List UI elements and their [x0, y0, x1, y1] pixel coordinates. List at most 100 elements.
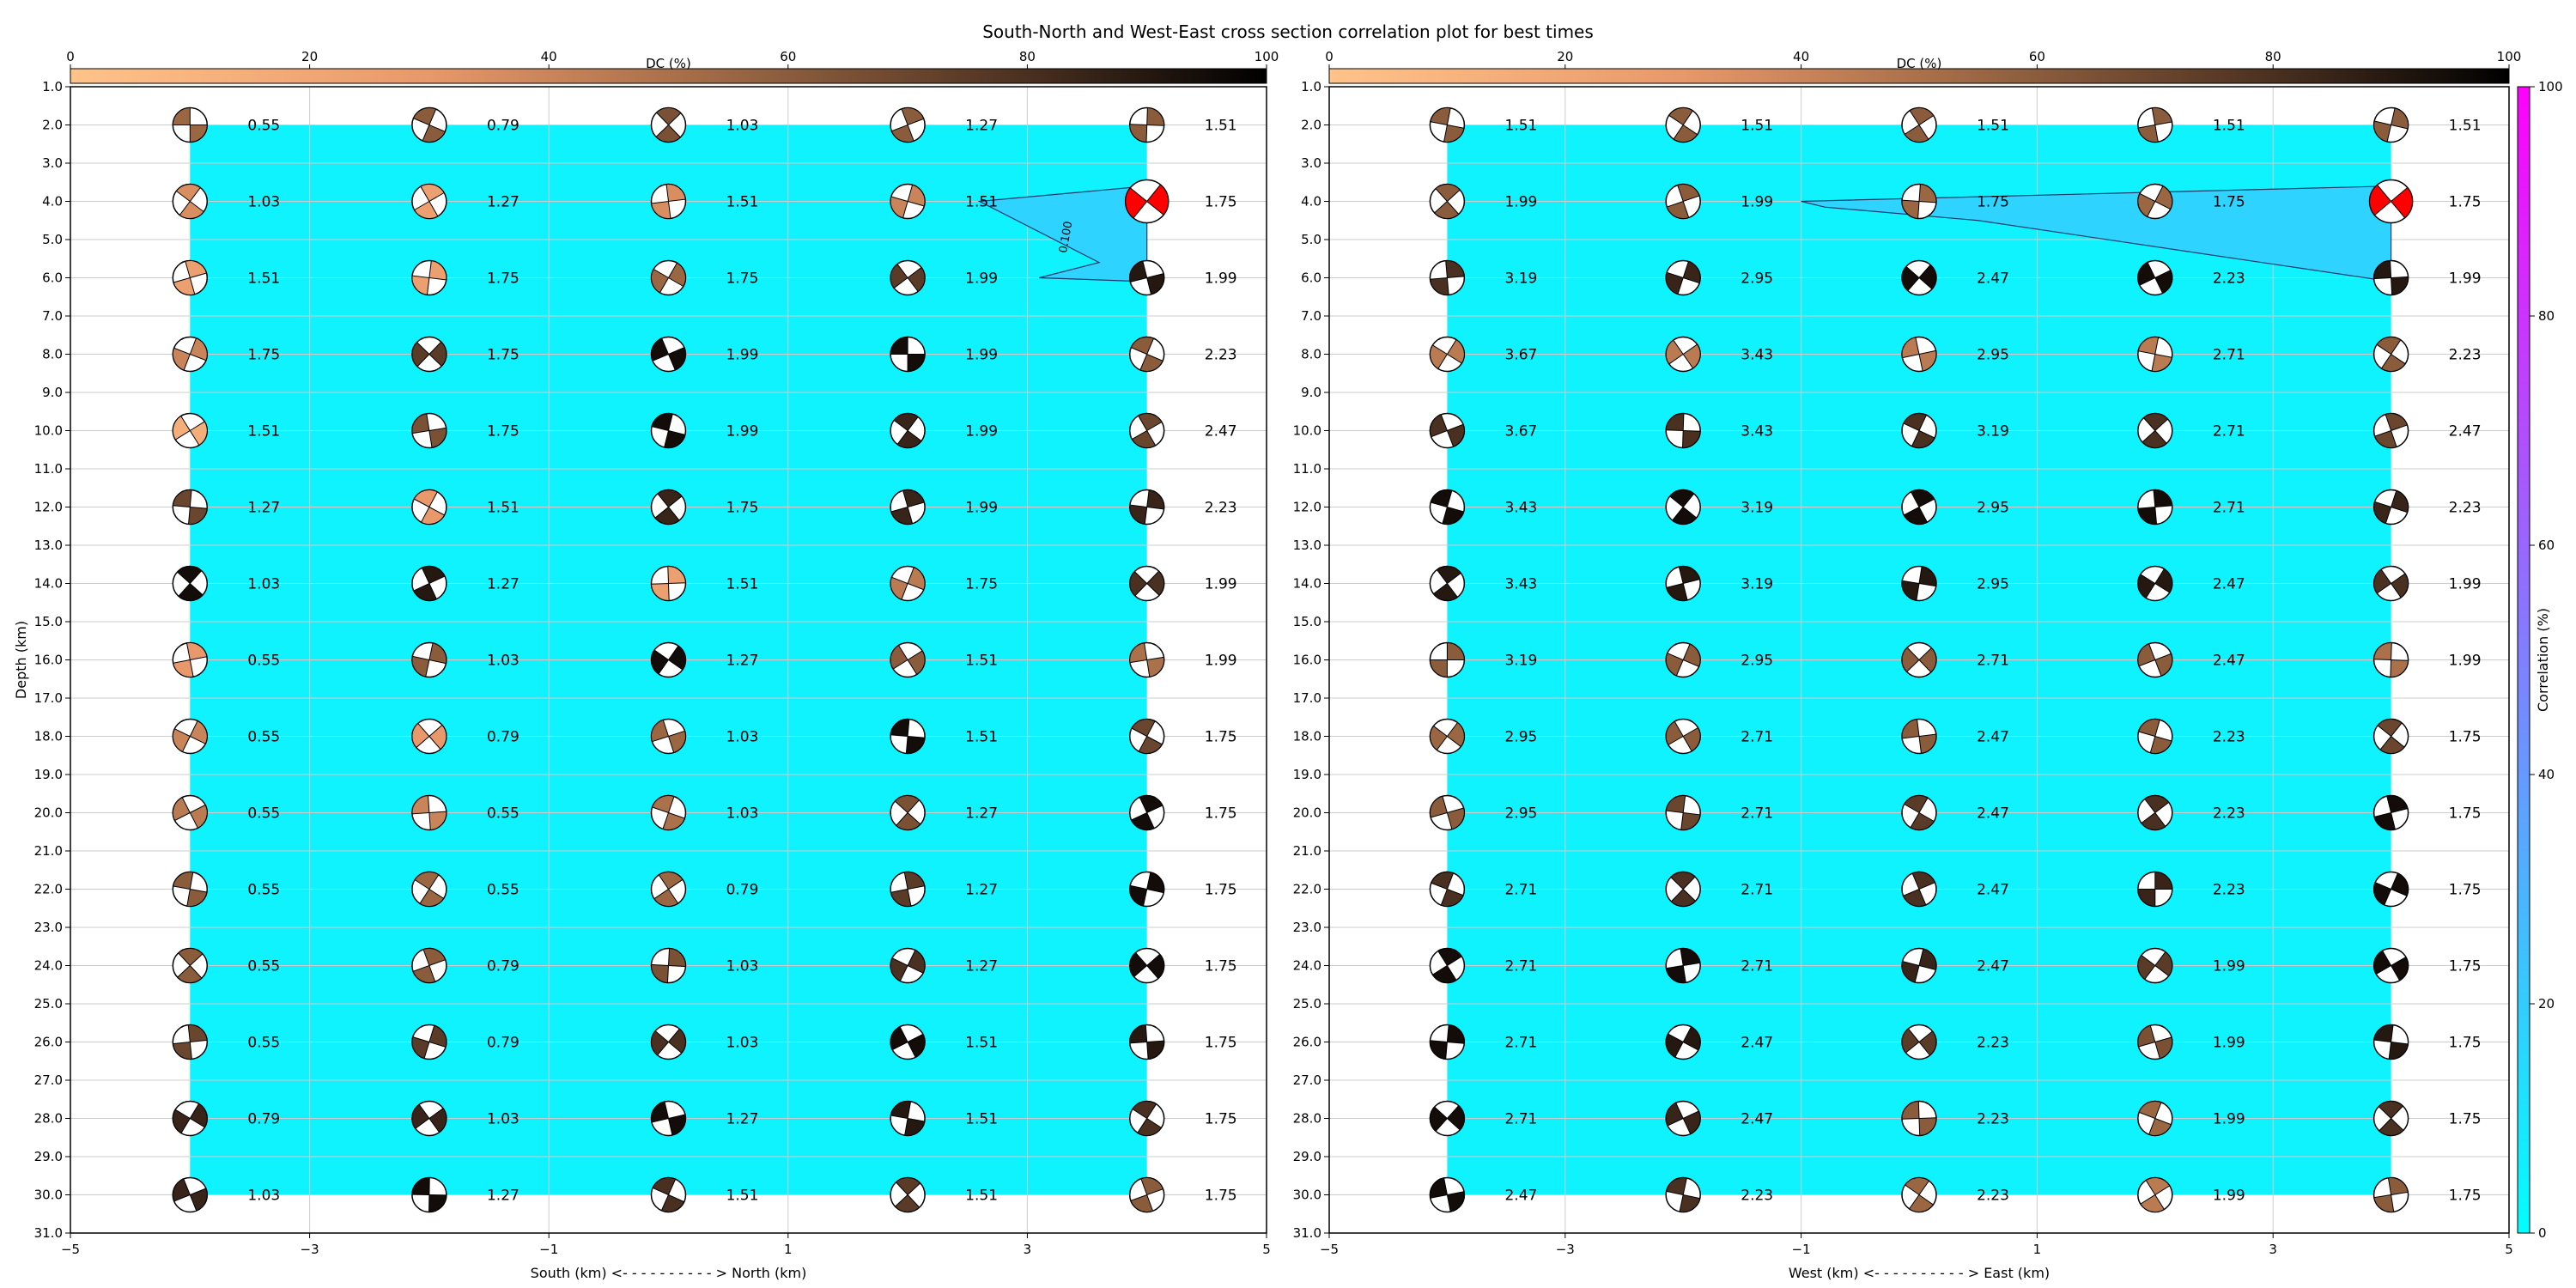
beachball-compression — [1901, 337, 1920, 359]
beachball-compression — [1904, 124, 1929, 143]
beachball-compression — [1139, 795, 1163, 814]
focal-mechanism — [650, 565, 687, 602]
y-tick-label: 31.0 — [1293, 1225, 1321, 1241]
time-label: 1.51 — [965, 653, 998, 670]
focal-mechanism — [1429, 412, 1466, 449]
focal-mechanism — [2137, 336, 2173, 373]
x-tick-label: −5 — [1320, 1242, 1339, 1257]
focal-mechanism — [2372, 641, 2409, 678]
beachball-compression — [414, 872, 440, 890]
time-label: 0.55 — [487, 805, 519, 823]
beachball-compression — [651, 337, 670, 361]
focal-mechanism — [2372, 718, 2409, 755]
time-label: 1.75 — [487, 347, 519, 364]
beachball-compression — [902, 489, 925, 508]
focal-mechanism — [1429, 565, 1466, 602]
time-label: 1.99 — [965, 500, 998, 517]
beachball-compression — [179, 200, 204, 219]
y-tick-label: 5.0 — [42, 232, 63, 247]
beachball-compression — [1904, 1177, 1930, 1196]
focal-mechanism — [1665, 412, 1701, 449]
beachball-compression — [2390, 573, 2409, 598]
time-label: 1.51 — [1741, 118, 1773, 135]
beachball-compression — [2154, 270, 2173, 295]
y-tick-label: 2.0 — [42, 118, 63, 133]
focal-mechanism — [1128, 412, 1165, 449]
time-label: 2.71 — [1504, 882, 1537, 899]
figure-title: South-North and West-East cross section … — [982, 21, 1594, 42]
beachball-compression — [1901, 1028, 1920, 1054]
beachball-compression — [2369, 184, 2392, 216]
panel-west-east: 1.0 2.0 3.0 4.0 5.0 6.0 7.0 8.0 9.0 10.0 11.0 12.0 1… — [1293, 49, 2522, 1281]
time-label: 2.23 — [2213, 270, 2245, 288]
beachball-compression — [1130, 1194, 1154, 1212]
focal-mechanism — [1665, 565, 1701, 602]
beachball-compression — [655, 107, 682, 126]
beachball-compression — [412, 964, 436, 983]
beachball-compression — [2391, 107, 2409, 130]
beachball-compression — [419, 888, 445, 907]
beachball-compression — [1666, 200, 1690, 219]
time-label: 2.23 — [2449, 347, 2482, 364]
beachball-compression — [2141, 811, 2166, 830]
beachball-compression — [421, 566, 446, 585]
beachball-compression — [2151, 107, 2173, 126]
time-label: 1.75 — [487, 423, 519, 440]
focal-mechanism — [890, 489, 926, 526]
time-label: 1.27 — [965, 958, 998, 975]
y-tick-label: 19.0 — [34, 767, 63, 782]
beachball-compression — [173, 871, 194, 890]
time-label: 0.79 — [726, 882, 759, 899]
time-label: 0.55 — [487, 882, 519, 899]
time-label: 0.55 — [247, 882, 280, 899]
beachball-compression — [173, 276, 196, 295]
time-label: 1.99 — [2213, 958, 2245, 975]
contour-region — [1801, 185, 2392, 283]
beachball-compression — [1680, 811, 1701, 830]
beachball-compression — [1910, 489, 1935, 508]
time-label: 2.23 — [1977, 1188, 2009, 1205]
x-tick-label: 5 — [2505, 1242, 2513, 1257]
beachball-compression — [895, 1177, 921, 1196]
beachball-compression — [665, 184, 686, 203]
focal-mechanism — [2137, 259, 2173, 296]
time-label: 1.75 — [2449, 805, 2482, 823]
beachball-compression — [1668, 489, 1695, 508]
dc-colorbar-label: DC (%) — [646, 56, 691, 71]
beachball-compression — [651, 719, 670, 743]
time-label: 2.23 — [2213, 805, 2245, 823]
y-tick-label: 4.0 — [42, 194, 63, 210]
beachball-compression — [896, 429, 922, 448]
focal-mechanism — [411, 1100, 447, 1137]
time-label: 2.47 — [1741, 1035, 1773, 1052]
time-label: 2.71 — [1504, 1111, 1537, 1128]
beachball-compression — [667, 645, 686, 671]
beachball-compression — [2145, 1177, 2171, 1196]
y-tick-label: 11.0 — [34, 461, 63, 477]
focal-mechanism — [650, 489, 687, 526]
beachball-compression — [907, 354, 926, 373]
beachball-compression — [1902, 888, 1927, 907]
focal-mechanism — [650, 718, 687, 755]
focal-mechanism — [1665, 871, 1701, 908]
focal-mechanism — [650, 947, 687, 984]
y-tick-label: 15.0 — [34, 614, 63, 629]
beachball-compression — [1668, 107, 1694, 126]
beachball-compression — [2154, 871, 2173, 890]
corr-tick-label: 20 — [2538, 996, 2555, 1012]
y-tick-label: 3.0 — [42, 155, 63, 171]
beachball-compression — [1918, 264, 1937, 290]
beachball-compression — [1125, 187, 1148, 219]
y-tick-label: 27.0 — [34, 1072, 63, 1088]
time-label: 1.27 — [965, 118, 998, 135]
beachball-compression — [1910, 811, 1935, 830]
time-label: 2.47 — [1977, 882, 2009, 899]
beachball-compression — [890, 719, 910, 738]
focal-mechanism — [1665, 641, 1701, 678]
beachball-compression — [907, 650, 926, 676]
focal-mechanism — [2372, 794, 2409, 831]
y-tick-label: 13.0 — [34, 538, 63, 553]
beachball-compression — [907, 1033, 926, 1058]
time-label: 1.75 — [247, 347, 280, 364]
time-label: 1.99 — [2449, 576, 2482, 593]
